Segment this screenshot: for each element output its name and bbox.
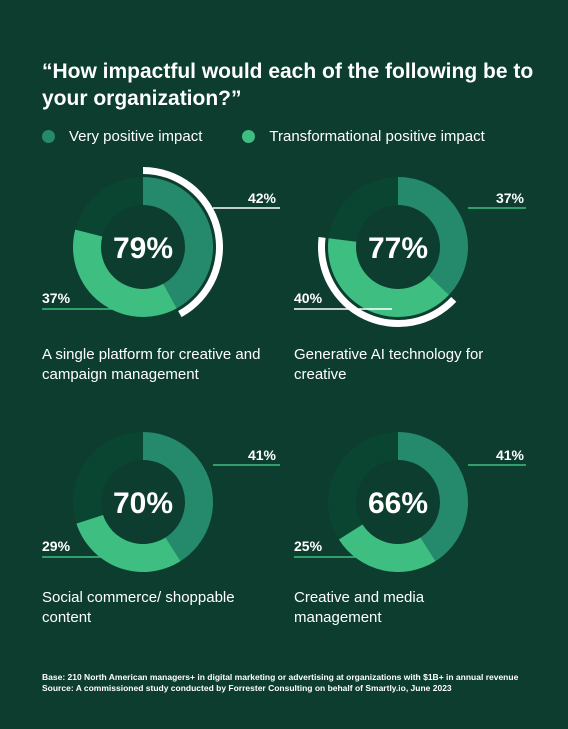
donut-4-label-very-positive: 41% bbox=[496, 447, 525, 463]
donut-1-slice-transformational bbox=[73, 229, 177, 317]
donut-3-slice-transformational bbox=[76, 514, 181, 573]
donut-3-label-very-positive: 41% bbox=[248, 447, 277, 463]
donut-4-label-transformational: 25% bbox=[294, 538, 323, 554]
legend-label-transformational: Transformational positive impact bbox=[269, 128, 485, 145]
chart-caption-1: A single platform for creative and campa… bbox=[42, 346, 261, 383]
donut-2-slice-transformational bbox=[328, 238, 450, 317]
chart-caption-2: Generative AI technology for creative bbox=[294, 346, 484, 383]
page-title: “How impactful would each of the followi… bbox=[42, 60, 534, 110]
donut-2-label-very-positive: 37% bbox=[496, 190, 525, 206]
footnote: Base: 210 North American managers+ in di… bbox=[42, 672, 522, 694]
legend-swatch-transformational bbox=[242, 130, 256, 143]
donut-3-slice-very-positive bbox=[143, 432, 214, 562]
footnote-base: Base: 210 North American managers+ in di… bbox=[42, 672, 519, 682]
donut-2-label-transformational: 40% bbox=[294, 290, 323, 306]
donut-3-total-label: 70% bbox=[113, 487, 173, 520]
donut-2-highlight-ring bbox=[318, 236, 457, 328]
donut-3-label-transformational: 29% bbox=[42, 538, 71, 554]
donut-1-highlight-ring bbox=[143, 167, 223, 318]
donut-1-label-very-positive: 42% bbox=[248, 190, 277, 206]
chart-caption-3: Social commerce/ shoppable content bbox=[42, 589, 235, 626]
chart-caption-4: Creative and media management bbox=[294, 589, 425, 626]
legend-item-very-positive: Very positive impact bbox=[42, 128, 202, 145]
donut-2-total-label: 77% bbox=[368, 232, 428, 265]
donut-1-slice-very-positive bbox=[143, 177, 214, 309]
donut-4-slice-very-positive bbox=[398, 432, 468, 562]
donut-4-total-label: 66% bbox=[368, 487, 428, 520]
donut-4-slice-transformational bbox=[338, 524, 436, 572]
donut-2-slice-very-positive bbox=[398, 177, 468, 295]
footnote-source: Source: A commissioned study conducted b… bbox=[42, 683, 452, 693]
donut-1-total-label: 79% bbox=[113, 232, 173, 265]
legend-item-transformational: Transformational positive impact bbox=[242, 128, 485, 145]
legend-swatch-very-positive bbox=[42, 130, 55, 143]
legend: Very positive impact Transformational po… bbox=[42, 128, 542, 145]
donut-1-label-transformational: 37% bbox=[42, 290, 71, 306]
legend-label-very-positive: Very positive impact bbox=[69, 128, 203, 145]
